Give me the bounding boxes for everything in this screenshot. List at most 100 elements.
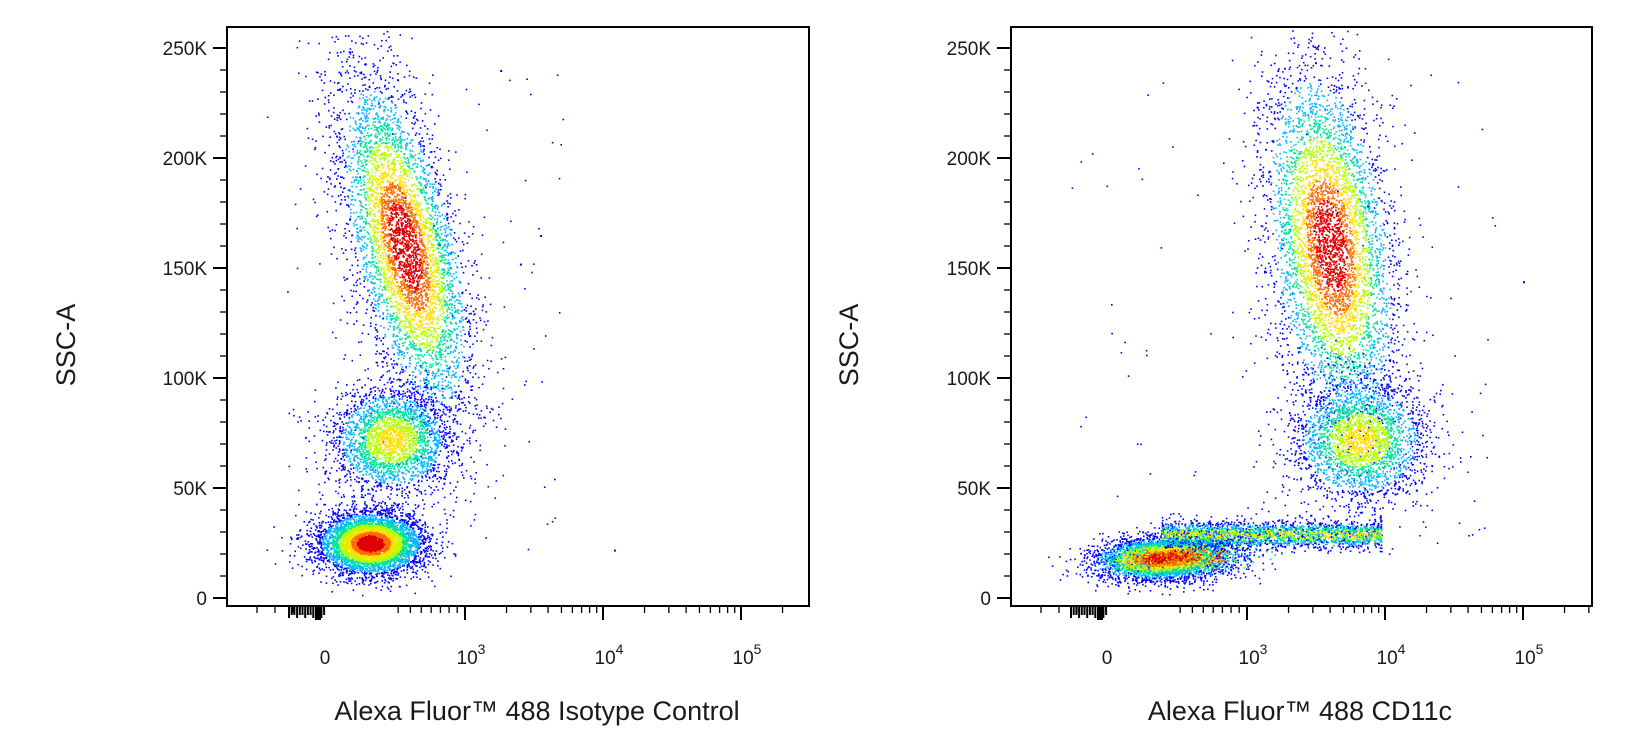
event-dot <box>381 215 383 217</box>
event-dot <box>469 326 471 328</box>
event-dot <box>433 392 435 394</box>
event-dot <box>423 233 425 235</box>
event-dot <box>366 99 368 101</box>
event-dot <box>387 132 389 134</box>
event-dot <box>392 318 394 320</box>
event-dot <box>355 71 357 73</box>
event-dot <box>465 500 467 502</box>
event-dot <box>409 71 411 73</box>
event-dot <box>418 358 420 360</box>
event-dot <box>380 235 382 237</box>
event-dot <box>360 154 362 156</box>
event-dot <box>376 192 378 194</box>
event-dot <box>399 185 401 187</box>
event-dot <box>328 110 330 112</box>
data-points <box>267 31 616 596</box>
event-dot <box>436 248 438 250</box>
event-dot <box>412 276 414 278</box>
event-dot <box>421 351 423 353</box>
event-dot <box>375 88 377 90</box>
event-dot <box>345 72 347 74</box>
event-dot <box>433 385 435 387</box>
event-dot <box>331 253 333 255</box>
x-tick-label: 104 <box>595 641 624 669</box>
event-dot <box>372 105 374 107</box>
event-dot <box>406 241 408 243</box>
event-dot <box>350 312 352 314</box>
event-dot <box>495 497 497 499</box>
event-dot <box>411 314 413 316</box>
event-dot <box>374 203 376 205</box>
event-dot <box>375 315 377 317</box>
event-dot <box>385 145 387 147</box>
y-tick-label: 100K <box>163 369 208 390</box>
event-dot <box>349 230 351 232</box>
event-dot <box>460 263 462 265</box>
event-dot <box>364 104 366 106</box>
event-dot <box>449 353 451 355</box>
event-dot <box>360 230 362 232</box>
event-dot <box>418 153 420 155</box>
event-dot <box>454 278 456 280</box>
event-dot <box>445 259 447 261</box>
event-dot <box>384 171 386 173</box>
event-dot <box>364 159 366 161</box>
event-dot <box>469 443 471 445</box>
event-dot <box>394 342 396 344</box>
event-dot <box>433 276 435 278</box>
event-dot <box>350 216 352 218</box>
event-dot <box>406 65 408 67</box>
event-dot <box>452 259 454 261</box>
event-dot <box>395 272 397 274</box>
event-dot <box>314 149 316 151</box>
event-dot <box>364 194 366 196</box>
event-dot <box>359 168 361 170</box>
event-dot <box>419 182 421 184</box>
event-dot <box>454 301 456 303</box>
event-dot <box>357 216 359 218</box>
event-dot <box>412 168 414 170</box>
event-dot <box>370 325 372 327</box>
event-dot <box>410 257 412 259</box>
event-dot <box>405 342 407 344</box>
event-dot <box>393 360 395 362</box>
y-tick-label: 150K <box>163 259 208 280</box>
event-dot <box>444 343 446 345</box>
event-dot <box>444 239 446 241</box>
event-dot <box>439 193 441 195</box>
event-dot <box>382 205 384 207</box>
event-dot <box>429 183 431 185</box>
event-dot <box>468 412 470 414</box>
event-dot <box>427 217 429 219</box>
event-dot <box>419 177 421 179</box>
event-dot <box>475 408 477 410</box>
event-dot <box>450 289 452 291</box>
event-dot <box>387 365 389 367</box>
event-dot <box>406 271 408 273</box>
event-dot <box>405 226 407 228</box>
event-dot <box>385 211 387 213</box>
event-dot <box>344 199 346 201</box>
event-dot <box>342 155 344 157</box>
event-dot <box>400 351 402 353</box>
event-dot <box>395 225 397 227</box>
event-dot <box>355 200 357 202</box>
event-dot <box>399 235 401 237</box>
event-dot <box>407 180 409 182</box>
event-dot <box>449 229 451 231</box>
event-dot <box>437 299 439 301</box>
event-dot <box>416 201 418 203</box>
event-dot <box>424 289 426 291</box>
event-dot <box>386 258 388 260</box>
event-dot <box>363 74 365 76</box>
event-dot <box>437 240 439 242</box>
event-dot <box>384 228 386 230</box>
event-dot <box>367 299 369 301</box>
event-dot <box>375 344 377 346</box>
event-dot <box>418 244 420 246</box>
event-dot <box>355 282 357 284</box>
event-dot <box>337 175 339 177</box>
event-dot <box>388 138 390 140</box>
event-dot <box>353 323 355 325</box>
event-dot <box>377 310 379 312</box>
